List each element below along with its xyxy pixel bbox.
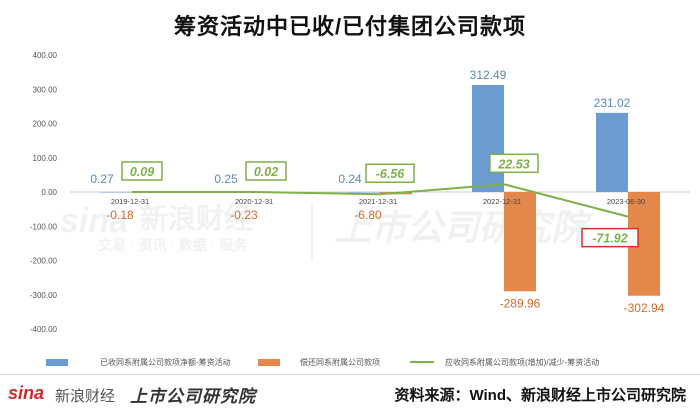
y-tick-label: -400.00	[30, 325, 58, 334]
data-label-received: 0.25	[214, 172, 238, 186]
watermark-sina: sina	[60, 202, 128, 240]
legend-label: 已收同系附属公司款项净额-筹资活动	[100, 357, 231, 367]
y-tick-label: 400.00	[33, 51, 58, 60]
line-label-box	[581, 227, 639, 248]
line-label-box	[245, 161, 287, 181]
y-tick-label: -200.00	[30, 257, 58, 266]
watermark: sina 新浪财经 交易 · 资讯 · 数据 · 服务 上市公司研究院	[60, 202, 593, 262]
footer-logo-brand: 上市公司研究院	[130, 387, 256, 406]
legend-label: 应收同系附属公司款项(增加)/减少-筹资活动	[445, 357, 599, 367]
bar-received-2023-06-30	[596, 112, 628, 192]
data-label-receivable: -6.56	[376, 167, 406, 181]
y-tick-label: 100.00	[33, 154, 58, 163]
line-receivable	[131, 183, 629, 218]
x-tick-label: 2022-12-31	[483, 197, 521, 206]
legend-label: 偿还同系附属公司款项	[300, 357, 380, 367]
watermark-brand: 上市公司研究院	[335, 207, 593, 248]
legend-swatch-bar	[258, 359, 280, 366]
line-layer	[131, 183, 629, 218]
data-label-receivable: 0.09	[130, 165, 154, 179]
data-label-received: 231.02	[594, 96, 631, 110]
data-labels: 0.27 -0.18 0.25 -0.23 0.24 -6.80 312.49 -289.96…	[90, 68, 664, 315]
data-label-received: 0.24	[338, 172, 362, 186]
bars-layer	[100, 84, 660, 296]
y-tick-label: 0.00	[41, 188, 57, 197]
line-label-box	[365, 163, 415, 183]
x-tick-label: 2023-06-30	[607, 197, 645, 206]
x-axis-labels: 2019-12-31 2020-12-31 2021-12-31 2022-12-31…	[111, 197, 645, 206]
data-label-received: 0.27	[90, 172, 114, 186]
line-label-box	[489, 153, 539, 174]
data-label-repaid: -0.23	[230, 208, 258, 222]
data-label-received: 312.49	[470, 68, 507, 82]
legend: 已收同系附属公司款项净额-筹资活动 偿还同系附属公司款项 应收同系附属公司款项(增加…	[46, 357, 599, 367]
data-label-receivable: 0.02	[254, 165, 278, 179]
legend-swatch-bar	[46, 359, 68, 366]
watermark-sub: 交易 · 资讯 · 数据 · 服务	[98, 237, 248, 253]
data-label-repaid: -289.96	[500, 296, 541, 310]
x-tick-label: 2019-12-31	[111, 197, 149, 206]
y-tick-label: -100.00	[30, 222, 58, 231]
bar-received-2019-12-31	[100, 191, 132, 193]
bar-received-2022-12-31	[472, 84, 504, 192]
chart-svg: sina 新浪财经 交易 · 资讯 · 数据 · 服务 上市公司研究院 400.…	[30, 51, 690, 367]
chart-title: 筹资活动中已收/已付集团公司款项	[173, 14, 527, 39]
y-tick-label: 300.00	[33, 85, 58, 94]
watermark-cn: 新浪财经	[140, 202, 252, 234]
data-label-repaid: -6.80	[354, 208, 382, 222]
y-tick-label: 200.00	[33, 120, 58, 129]
source-note: 资料来源：Wind、新浪财经上市公司研究院	[394, 387, 686, 404]
line-label-box	[121, 161, 163, 181]
data-label-repaid: -302.94	[624, 301, 665, 315]
x-tick-label: 2021-12-31	[359, 197, 397, 206]
x-tick-label: 2020-12-31	[235, 197, 273, 206]
footer: sina 新浪财经 上市公司研究院 资料来源：Wind、新浪财经上市公司研究院	[0, 374, 700, 415]
footer-logo-sina: sina	[8, 383, 45, 403]
y-tick-label: -300.00	[30, 291, 58, 300]
bar-received-2021-12-31	[348, 191, 380, 193]
data-label-receivable: 22.53	[497, 157, 529, 171]
footer-logo-cn: 新浪财经	[55, 388, 116, 405]
data-label-repaid: -0.18	[106, 208, 134, 222]
data-label-receivable: -71.92	[592, 232, 627, 246]
bar-repaid-2022-12-31	[504, 192, 536, 292]
